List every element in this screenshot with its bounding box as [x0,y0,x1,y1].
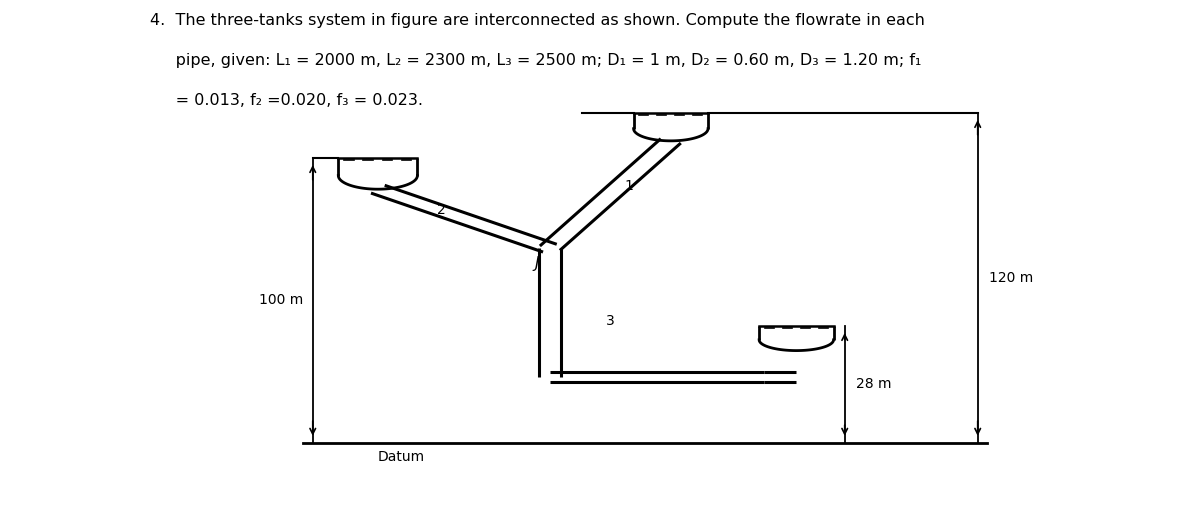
Text: 28 m: 28 m [856,377,892,392]
Text: Datum: Datum [378,450,425,464]
Text: 3: 3 [606,314,614,328]
Text: 100 m: 100 m [259,294,304,307]
Text: 4.  The three-tanks system in figure are interconnected as shown. Compute the fl: 4. The three-tanks system in figure are … [150,13,925,28]
Text: 1: 1 [624,179,634,193]
Text: J: J [534,256,539,271]
Text: = 0.013, f₂ =0.020, f₃ = 0.023.: = 0.013, f₂ =0.020, f₃ = 0.023. [150,93,424,108]
Text: pipe, given: L₁ = 2000 m, L₂ = 2300 m, L₃ = 2500 m; D₁ = 1 m, D₂ = 0.60 m, D₃ = : pipe, given: L₁ = 2000 m, L₂ = 2300 m, L… [150,53,922,68]
Text: 2: 2 [437,204,445,218]
Text: 120 m: 120 m [989,271,1033,285]
